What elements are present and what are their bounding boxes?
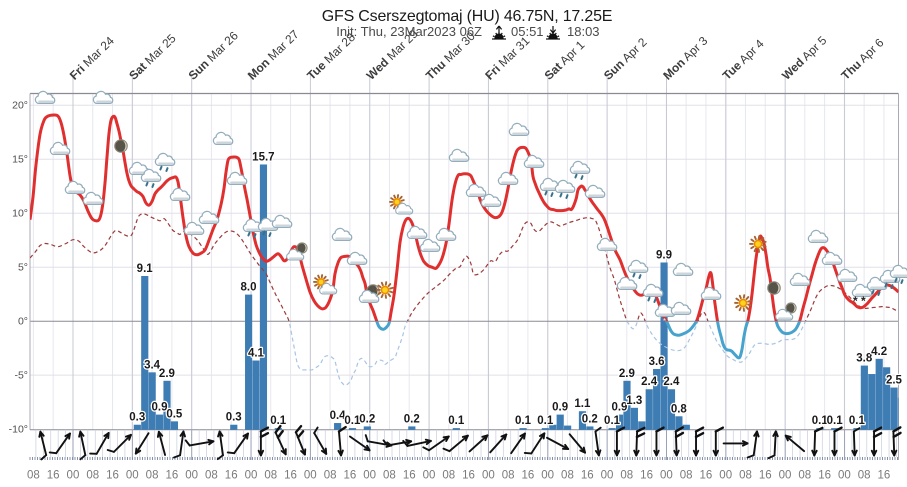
svg-text:*: * bbox=[663, 317, 666, 326]
svg-text:08: 08 bbox=[858, 470, 871, 482]
svg-text:16: 16 bbox=[106, 470, 119, 482]
svg-text:1.3: 1.3 bbox=[626, 395, 642, 407]
svg-text:00: 00 bbox=[838, 470, 851, 482]
svg-text:08: 08 bbox=[561, 470, 574, 482]
svg-text:0.4: 0.4 bbox=[330, 410, 347, 422]
svg-text:3.6: 3.6 bbox=[649, 356, 665, 368]
svg-text:16: 16 bbox=[522, 470, 535, 482]
svg-text:15°: 15° bbox=[12, 153, 28, 165]
svg-text:00: 00 bbox=[185, 470, 198, 482]
svg-text:4.2: 4.2 bbox=[871, 346, 887, 358]
svg-text:16: 16 bbox=[165, 470, 178, 482]
svg-text:GFS Cserszegtomaj (HU) 46.75N,: GFS Cserszegtomaj (HU) 46.75N, 17.25E bbox=[322, 8, 613, 25]
svg-text:08: 08 bbox=[146, 470, 159, 482]
svg-text:0.3: 0.3 bbox=[129, 412, 145, 424]
svg-text:08: 08 bbox=[798, 470, 811, 482]
svg-text:08: 08 bbox=[324, 470, 337, 482]
svg-text:3.8: 3.8 bbox=[856, 353, 873, 365]
svg-text:08: 08 bbox=[264, 470, 277, 482]
svg-text:16: 16 bbox=[759, 470, 772, 482]
svg-text:*: * bbox=[658, 315, 661, 324]
svg-text:0.1: 0.1 bbox=[827, 415, 844, 427]
svg-text:0.9: 0.9 bbox=[611, 402, 627, 414]
svg-text:08: 08 bbox=[205, 470, 218, 482]
svg-text:0.9: 0.9 bbox=[552, 402, 568, 414]
svg-text:08: 08 bbox=[502, 470, 515, 482]
svg-text:0.1: 0.1 bbox=[849, 415, 866, 427]
svg-text:08: 08 bbox=[680, 470, 693, 482]
svg-text:00: 00 bbox=[719, 470, 732, 482]
svg-text:08: 08 bbox=[383, 470, 396, 482]
svg-text:16: 16 bbox=[640, 470, 653, 482]
svg-text:0.2: 0.2 bbox=[359, 413, 375, 425]
svg-text:16: 16 bbox=[343, 470, 356, 482]
svg-text:*: * bbox=[853, 294, 858, 308]
svg-text:08: 08 bbox=[620, 470, 633, 482]
svg-text:16: 16 bbox=[878, 470, 891, 482]
svg-text:8.0: 8.0 bbox=[241, 282, 257, 294]
svg-text:16: 16 bbox=[284, 470, 297, 482]
svg-text:*: * bbox=[861, 294, 866, 308]
svg-text:0.1: 0.1 bbox=[604, 415, 621, 427]
svg-text:08: 08 bbox=[442, 470, 455, 482]
svg-text:16: 16 bbox=[403, 470, 416, 482]
svg-text:9.1: 9.1 bbox=[137, 263, 154, 275]
svg-text:0.8: 0.8 bbox=[671, 403, 688, 415]
svg-text:20°: 20° bbox=[12, 100, 28, 112]
svg-text:16: 16 bbox=[225, 470, 238, 482]
svg-text:00: 00 bbox=[541, 470, 554, 482]
svg-text:0.1: 0.1 bbox=[344, 415, 361, 427]
svg-text:3.4: 3.4 bbox=[144, 359, 161, 371]
svg-text:5°: 5° bbox=[18, 261, 28, 273]
svg-text:0.2: 0.2 bbox=[582, 413, 598, 425]
svg-text:0.1: 0.1 bbox=[270, 415, 287, 427]
svg-text:08: 08 bbox=[739, 470, 752, 482]
svg-text:00: 00 bbox=[779, 470, 792, 482]
svg-text:0.1: 0.1 bbox=[515, 415, 532, 427]
svg-text:9.9: 9.9 bbox=[656, 249, 672, 261]
svg-text:16: 16 bbox=[462, 470, 475, 482]
svg-text:0.1: 0.1 bbox=[537, 415, 554, 427]
svg-text:-5°: -5° bbox=[14, 369, 28, 381]
svg-text:08: 08 bbox=[27, 470, 40, 482]
svg-text:2.9: 2.9 bbox=[159, 368, 175, 380]
svg-text:0.5: 0.5 bbox=[166, 408, 183, 420]
svg-text:15.7: 15.7 bbox=[252, 151, 274, 163]
svg-text:16: 16 bbox=[581, 470, 594, 482]
svg-text:Init: Thu, 23Mar2023 06Z: Init: Thu, 23Mar2023 06Z bbox=[336, 24, 482, 39]
svg-text:00: 00 bbox=[245, 470, 258, 482]
svg-text:0.3: 0.3 bbox=[226, 412, 242, 424]
svg-text:16: 16 bbox=[700, 470, 713, 482]
svg-text:05:51: 05:51 bbox=[511, 24, 544, 39]
svg-text:10°: 10° bbox=[12, 207, 28, 219]
svg-text:00: 00 bbox=[67, 470, 80, 482]
svg-text:00: 00 bbox=[660, 470, 673, 482]
svg-text:16: 16 bbox=[47, 470, 60, 482]
svg-text:0.1: 0.1 bbox=[812, 415, 829, 427]
svg-text:00: 00 bbox=[601, 470, 614, 482]
svg-text:18:03: 18:03 bbox=[567, 24, 600, 39]
svg-text:0°: 0° bbox=[18, 315, 28, 327]
svg-text:1.1: 1.1 bbox=[574, 398, 591, 410]
svg-text:2.4: 2.4 bbox=[663, 376, 680, 388]
svg-text:16: 16 bbox=[818, 470, 831, 482]
svg-text:2.5: 2.5 bbox=[886, 375, 903, 387]
svg-text:0.2: 0.2 bbox=[404, 413, 420, 425]
svg-text:0.1: 0.1 bbox=[448, 415, 465, 427]
svg-text:2.9: 2.9 bbox=[619, 368, 635, 380]
svg-text:00: 00 bbox=[304, 470, 317, 482]
svg-text:4.1: 4.1 bbox=[248, 348, 265, 360]
svg-text:00: 00 bbox=[363, 470, 376, 482]
svg-text:08: 08 bbox=[86, 470, 99, 482]
svg-text:00: 00 bbox=[482, 470, 495, 482]
svg-text:0.9: 0.9 bbox=[152, 402, 168, 414]
svg-text:2.4: 2.4 bbox=[641, 376, 658, 388]
svg-text:00: 00 bbox=[423, 470, 436, 482]
svg-text:-10°: -10° bbox=[9, 423, 28, 435]
svg-text:00: 00 bbox=[126, 470, 139, 482]
